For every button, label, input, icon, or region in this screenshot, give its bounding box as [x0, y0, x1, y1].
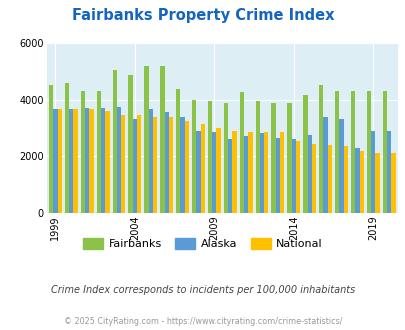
Bar [200, 124, 205, 213]
Bar [212, 132, 216, 213]
Bar [343, 146, 347, 213]
Bar [101, 108, 105, 213]
Bar [81, 91, 85, 213]
Bar [117, 107, 121, 213]
Bar [49, 85, 53, 213]
Bar [73, 110, 78, 213]
Bar [137, 115, 141, 213]
Bar [164, 112, 168, 213]
Legend: Fairbanks, Alaska, National: Fairbanks, Alaska, National [79, 234, 326, 253]
Bar [184, 121, 189, 213]
Bar [370, 131, 375, 213]
Bar [65, 82, 69, 213]
Bar [232, 131, 236, 213]
Bar [375, 153, 379, 213]
Bar [69, 110, 73, 213]
Bar [239, 92, 243, 213]
Bar [318, 85, 323, 213]
Bar [85, 108, 89, 213]
Bar [207, 101, 212, 213]
Bar [176, 89, 180, 213]
Bar [121, 115, 125, 213]
Bar [275, 138, 279, 213]
Bar [192, 100, 196, 213]
Bar [358, 151, 363, 213]
Bar [295, 141, 299, 213]
Bar [89, 110, 94, 213]
Bar [334, 91, 339, 213]
Bar [323, 117, 327, 213]
Bar [287, 103, 291, 213]
Bar [58, 110, 62, 213]
Bar [53, 110, 58, 213]
Bar [144, 66, 148, 213]
Bar [148, 110, 153, 213]
Bar [96, 91, 101, 213]
Bar [382, 91, 386, 213]
Bar [279, 132, 284, 213]
Bar [327, 145, 331, 213]
Bar [153, 117, 157, 213]
Bar [271, 103, 275, 213]
Bar [259, 133, 264, 213]
Bar [132, 119, 137, 213]
Bar [168, 117, 173, 213]
Bar [243, 136, 247, 213]
Bar [366, 91, 370, 213]
Text: Fairbanks Property Crime Index: Fairbanks Property Crime Index [72, 8, 333, 23]
Bar [160, 66, 164, 213]
Bar [354, 148, 358, 213]
Bar [223, 103, 228, 213]
Bar [291, 139, 295, 213]
Bar [216, 128, 220, 213]
Bar [386, 131, 390, 213]
Bar [303, 95, 307, 213]
Bar [339, 119, 343, 213]
Bar [307, 135, 311, 213]
Bar [390, 153, 394, 213]
Bar [247, 132, 252, 213]
Bar [196, 131, 200, 213]
Bar [255, 101, 259, 213]
Bar [264, 132, 268, 213]
Text: © 2025 CityRating.com - https://www.cityrating.com/crime-statistics/: © 2025 CityRating.com - https://www.city… [64, 317, 341, 326]
Bar [105, 111, 109, 213]
Bar [112, 70, 117, 213]
Bar [311, 144, 315, 213]
Bar [180, 117, 184, 213]
Bar [350, 91, 354, 213]
Bar [128, 76, 132, 213]
Bar [228, 139, 232, 213]
Text: Crime Index corresponds to incidents per 100,000 inhabitants: Crime Index corresponds to incidents per… [51, 285, 354, 295]
